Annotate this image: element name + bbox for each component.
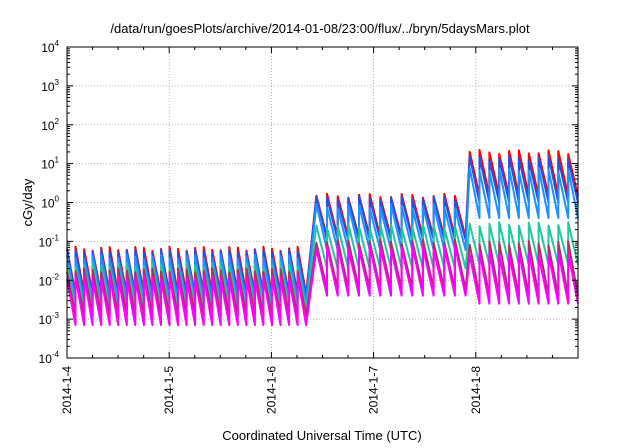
y-tick-label: 10-3 bbox=[39, 311, 60, 327]
y-axis-label: cGy/day bbox=[20, 178, 35, 226]
y-tick-label: 10-2 bbox=[39, 272, 60, 288]
y-tick-label: 100 bbox=[41, 195, 59, 211]
x-tick-label: 2014-1-6 bbox=[264, 366, 278, 414]
axis-ticks: 10-4 10-3 10-2 10-1 100 101 102 103 104 2014-1-4 2… bbox=[39, 39, 578, 414]
x-tick-label: 2014-1-8 bbox=[469, 366, 483, 414]
chart-title: /data/run/goesPlots/archive/2014-01-08/2… bbox=[110, 21, 530, 36]
x-tick-label: 2014-1-7 bbox=[367, 366, 381, 414]
series-layer bbox=[66, 149, 579, 327]
y-tick-label: 101 bbox=[41, 156, 59, 172]
x-tick-label: 2014-1-4 bbox=[60, 366, 74, 414]
x-axis-label: Coordinated Universal Time (UTC) bbox=[222, 428, 421, 443]
y-tick-label: 102 bbox=[41, 117, 59, 133]
y-tick-label: 103 bbox=[41, 78, 59, 94]
y-tick-label: 10-1 bbox=[39, 233, 60, 249]
data-series-line bbox=[66, 244, 579, 327]
y-tick-label: 10-4 bbox=[39, 350, 60, 366]
x-tick-label: 2014-1-5 bbox=[162, 366, 176, 414]
y-tick-label: 104 bbox=[41, 39, 59, 55]
